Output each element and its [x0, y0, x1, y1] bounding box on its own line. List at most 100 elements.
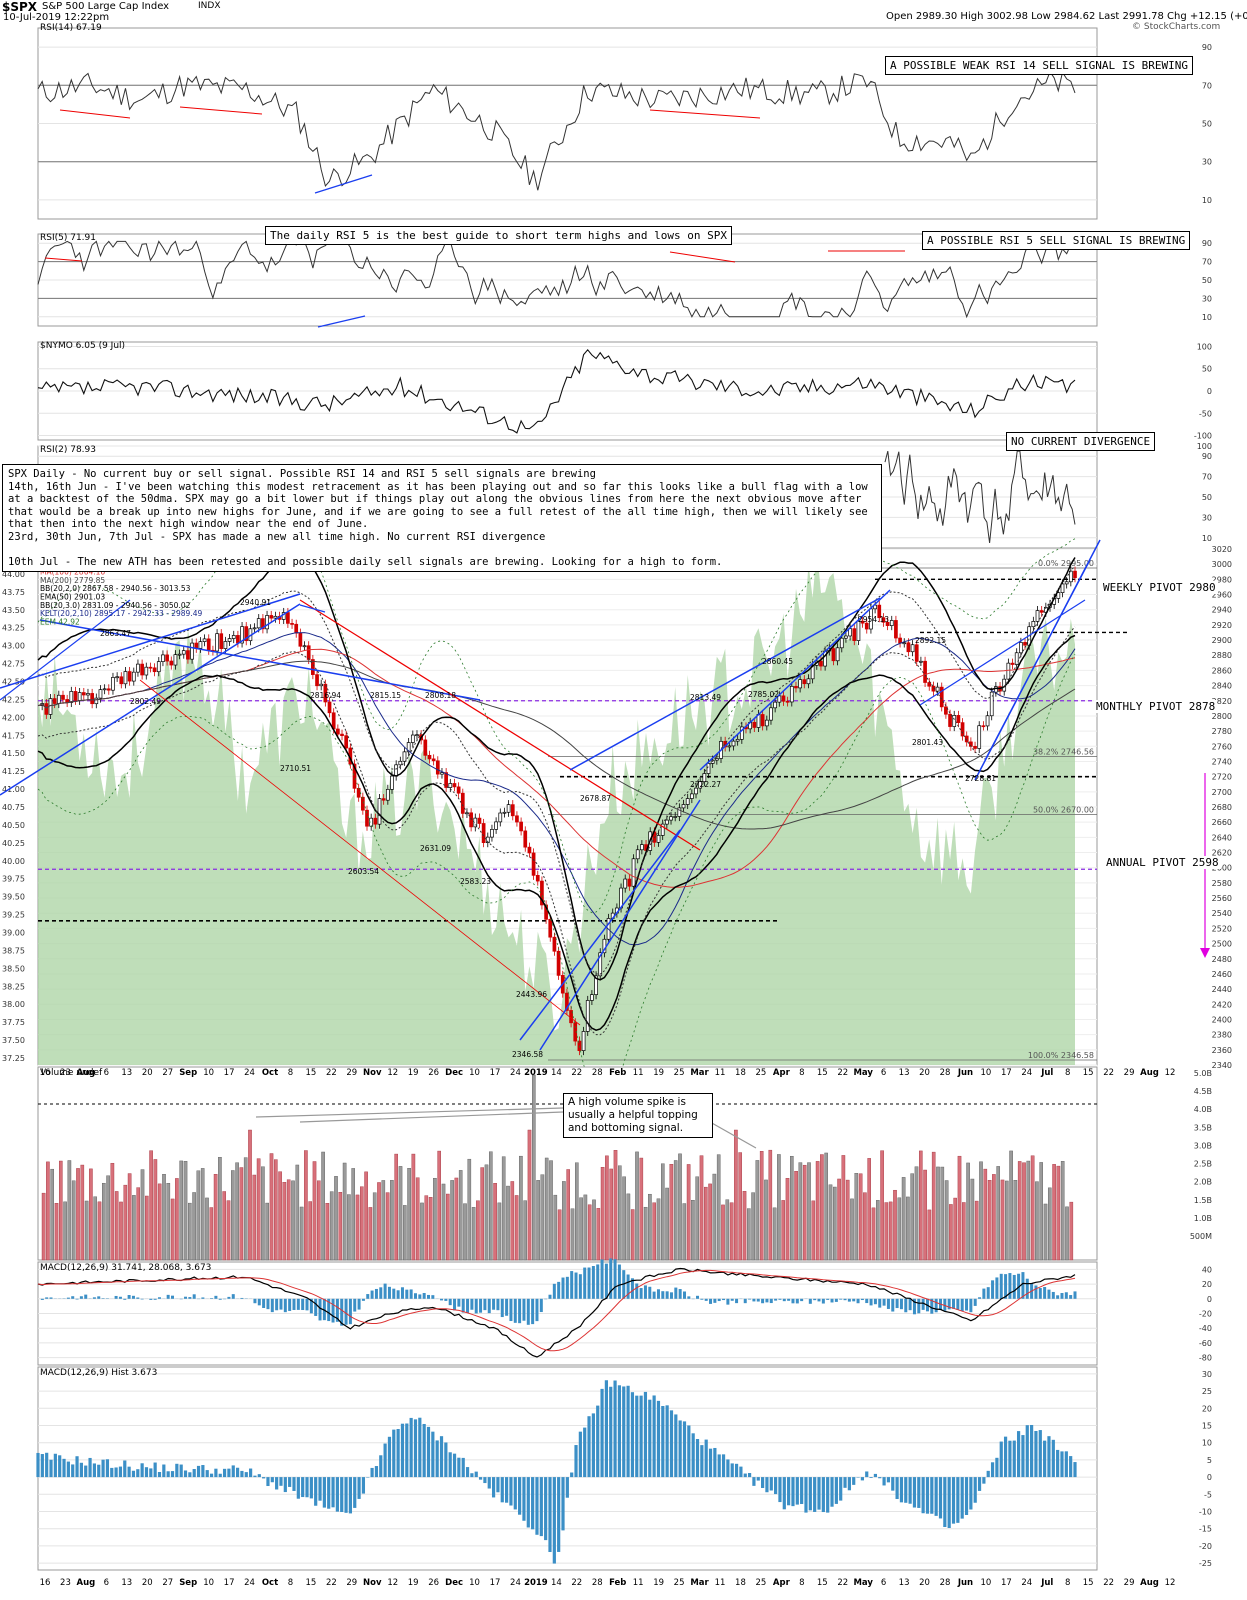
macd-hist-bar: [84, 1294, 88, 1299]
volume-bar: [923, 1169, 927, 1261]
price-candle: [773, 701, 777, 709]
price-label: 2710.51: [280, 764, 311, 773]
price-candle: [789, 685, 794, 703]
volume-tick-label: 500M: [1190, 1232, 1212, 1241]
volume-bar: [949, 1204, 953, 1261]
macd-hist-bar: [344, 1298, 348, 1325]
volume-bar: [966, 1162, 970, 1261]
x-axis-label: 12: [1165, 1068, 1176, 1078]
volume-callout-line: A high volume spike is: [568, 1096, 686, 1108]
x-axis-label: 24: [1021, 1068, 1032, 1078]
eem-left-tick: 37.50: [2, 1036, 25, 1045]
volume-bar: [101, 1182, 106, 1261]
x-axis-label: 22: [326, 1068, 337, 1078]
hist-bar: [617, 1385, 622, 1478]
macd-hist-bar: [71, 1296, 75, 1299]
volume-bar: [712, 1173, 717, 1261]
volume-callout-line: usually a helpful topping: [568, 1109, 698, 1121]
macd-hist-bar: [826, 1298, 830, 1300]
macd-hist-bar: [157, 1297, 161, 1299]
hist-bar: [92, 1463, 97, 1478]
price-candle: [594, 975, 598, 996]
hist-bar: [496, 1477, 500, 1493]
volume-bar: [983, 1168, 988, 1261]
macd-hist-bar: [821, 1298, 825, 1304]
eem-left-tick: 39.50: [2, 893, 25, 902]
macd-hist-bar: [505, 1298, 509, 1316]
price-right-tick: 2480: [1212, 955, 1232, 964]
volume-bar: [166, 1183, 171, 1261]
volume-bar: [871, 1207, 876, 1261]
price-right-tick: 2880: [1212, 651, 1232, 660]
macd-hist-bar: [600, 1259, 604, 1299]
hist-bar: [400, 1423, 405, 1478]
macd-hist-bar: [878, 1298, 882, 1308]
price-candle: [398, 760, 403, 766]
hist-bar: [756, 1477, 760, 1481]
x-axis-label: 22: [571, 1578, 582, 1588]
volume-bar: [639, 1157, 644, 1261]
price-right-tick: 2520: [1212, 924, 1232, 933]
volume-callout-line: and bottoming signal.: [568, 1122, 684, 1134]
hist-bar: [552, 1477, 556, 1564]
hist-bar: [765, 1477, 769, 1493]
hist-bar: [886, 1477, 891, 1483]
volume-bar: [1047, 1187, 1052, 1261]
hist-bar: [639, 1395, 643, 1478]
macd-hist-bar: [266, 1298, 270, 1310]
x-axis-label: 13: [899, 1068, 910, 1078]
volume-bar: [304, 1150, 308, 1261]
price-candle: [148, 666, 153, 669]
price-candle: [552, 936, 557, 952]
macd-hist-bar: [778, 1298, 782, 1300]
macd-hist-bar: [487, 1298, 491, 1314]
price-candle: [169, 660, 174, 666]
price-candle: [215, 633, 219, 652]
x-axis-label: 29: [346, 1578, 357, 1588]
volume-bar: [355, 1194, 360, 1261]
volume-bar: [213, 1174, 218, 1261]
macd-hist-bar: [457, 1298, 461, 1307]
hist-bar: [53, 1453, 57, 1478]
macd-hist-bar: [49, 1297, 53, 1299]
price-candle: [519, 821, 523, 832]
eem-left-tick: 40.25: [2, 839, 25, 848]
volume-bar: [919, 1150, 923, 1261]
x-axis-label: 25: [755, 1578, 766, 1588]
x-axis-label: 19: [408, 1068, 419, 1078]
price-candle: [581, 1031, 586, 1051]
price-candle: [877, 604, 882, 619]
rsi5-divergence-arrow: [317, 315, 366, 328]
volume-bar: [519, 1155, 523, 1261]
nymo-panel-tick-label: 100: [1197, 342, 1212, 351]
macd-hist-bar: [960, 1298, 964, 1312]
hist-bar: [40, 1454, 44, 1478]
x-axis-label: Oct: [262, 1578, 278, 1588]
price-candle: [119, 676, 124, 685]
macd-hist-bar: [513, 1298, 517, 1323]
macd-hist-bar: [283, 1298, 287, 1313]
hist-bar: [1038, 1430, 1042, 1478]
rsi5-divergence-arrow: [669, 251, 736, 263]
fib-100-label: 100.0% 2346.58: [1028, 1051, 1094, 1060]
rsi5-divergence-arrow: [44, 257, 83, 262]
price-candle: [431, 758, 436, 762]
hist-bar: [795, 1477, 799, 1505]
volume-bar: [295, 1164, 300, 1261]
volume-bar: [196, 1170, 201, 1261]
x-axis-label: 10: [980, 1068, 991, 1078]
hist-bar: [535, 1477, 539, 1535]
price-candle: [631, 858, 636, 887]
price-right-tick: 2820: [1212, 697, 1232, 706]
macd-hist-bar: [891, 1298, 895, 1312]
x-axis-label: Aug: [77, 1578, 96, 1588]
note-line: 23rd, 30th Jun, 7th Jul - SPX has made a…: [8, 530, 546, 543]
price-candle: [985, 715, 990, 727]
price-candle: [223, 641, 228, 649]
volume-callout: A high volume spike is usually a helpful…: [563, 1093, 713, 1138]
hist-bar: [964, 1477, 969, 1515]
volume-bar: [562, 1181, 566, 1261]
x-axis-label: 6: [104, 1578, 109, 1588]
volume-bar: [218, 1157, 222, 1261]
x-axis-label: 16: [40, 1068, 51, 1078]
